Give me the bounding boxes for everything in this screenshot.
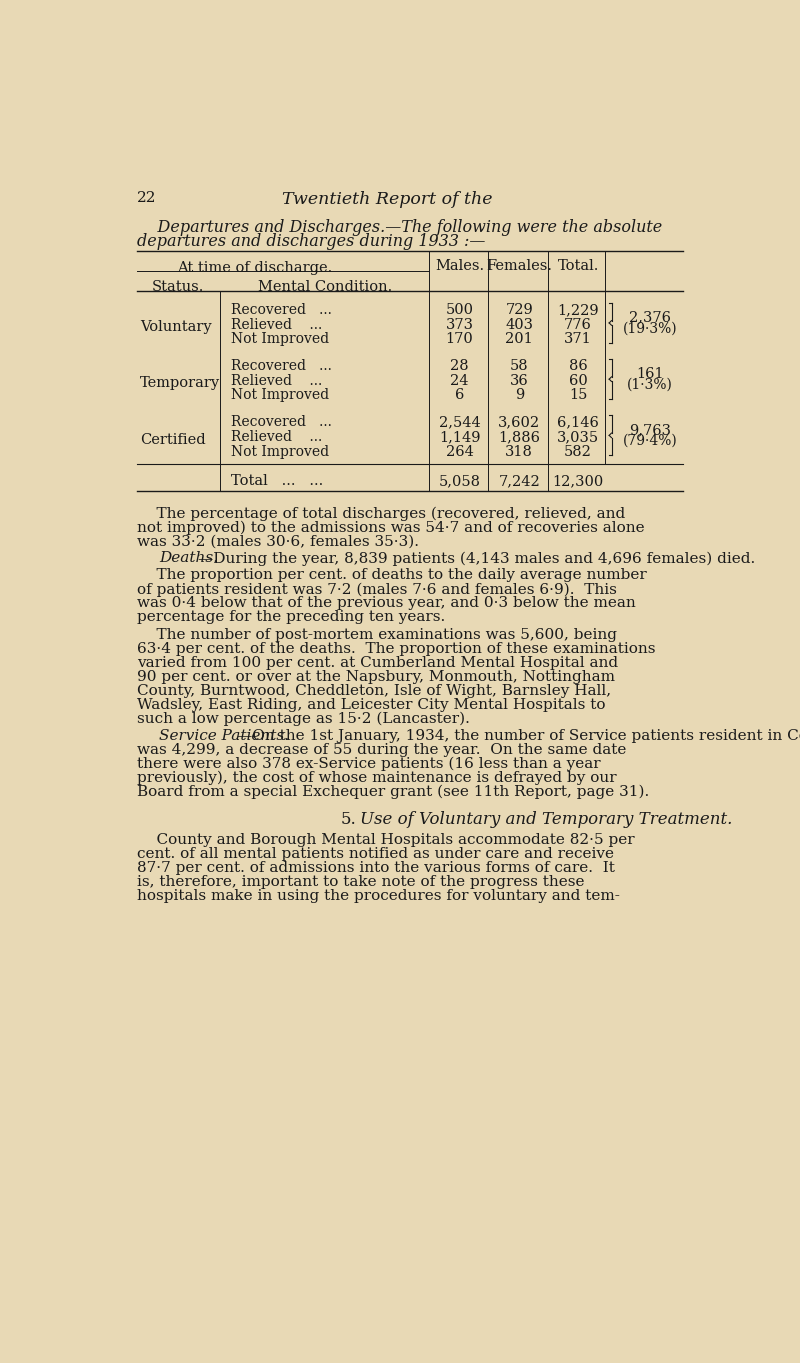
Text: 371: 371 [564,333,592,346]
Text: —During the year, 8,839 patients (4,143 males and 4,696 females) died.: —During the year, 8,839 patients (4,143 … [198,551,756,566]
Text: Not Improved: Not Improved [231,388,329,402]
Text: 264: 264 [446,444,474,458]
Text: Not Improved: Not Improved [231,444,329,458]
Text: (1·3%): (1·3%) [627,378,673,391]
Text: 63·4 per cent. of the deaths.  The proportion of these examinations: 63·4 per cent. of the deaths. The propor… [138,642,656,656]
Text: 170: 170 [446,333,474,346]
Text: Voluntary: Voluntary [140,320,212,334]
Text: At time of discharge.: At time of discharge. [178,260,333,274]
Text: 1,886: 1,886 [498,429,540,444]
Text: 6: 6 [455,388,464,402]
Text: 1,229: 1,229 [558,303,599,318]
Text: Mental Condition.: Mental Condition. [258,279,392,294]
Text: Recovered   ...: Recovered ... [231,303,332,318]
Text: 22: 22 [138,191,157,206]
Text: such a low percentage as 15·2 (Lancaster).: such a low percentage as 15·2 (Lancaster… [138,711,470,726]
Text: Departures and Discharges.—The following were the absolute: Departures and Discharges.—The following… [138,219,662,236]
Text: 318: 318 [506,444,534,458]
Text: 2,376: 2,376 [630,311,671,324]
Text: Status.: Status. [152,279,205,294]
Text: (79·4%): (79·4%) [623,433,678,448]
Text: Service Patients.: Service Patients. [159,729,289,743]
Text: 9: 9 [514,388,524,402]
Text: 5,058: 5,058 [438,474,481,488]
Text: Deaths.: Deaths. [159,551,218,566]
Text: 58: 58 [510,358,529,373]
Text: 161: 161 [637,367,664,380]
Text: County and Borough Mental Hospitals accommodate 82·5 per: County and Borough Mental Hospitals acco… [138,833,635,846]
Text: The percentage of total discharges (recovered, relieved, and: The percentage of total discharges (reco… [138,506,626,521]
Text: Relieved    ...: Relieved ... [231,373,322,387]
Text: was 0·4 below that of the previous year, and 0·3 below the mean: was 0·4 below that of the previous year,… [138,597,636,611]
Text: 86: 86 [569,358,587,373]
Text: 60: 60 [569,373,587,387]
Text: 3,602: 3,602 [498,416,540,429]
Text: Not Improved: Not Improved [231,333,329,346]
Text: 36: 36 [510,373,529,387]
Text: Recovered   ...: Recovered ... [231,358,332,373]
Text: 5.: 5. [340,811,356,829]
Text: The proportion per cent. of deaths to the daily average number: The proportion per cent. of deaths to th… [138,568,647,582]
Text: Board from a special Exchequer grant (see 11th Report, page 31).: Board from a special Exchequer grant (se… [138,785,650,799]
Text: there were also 378 ex-Service patients (16 less than a year: there were also 378 ex-Service patients … [138,756,601,771]
Text: Males.: Males. [435,259,484,273]
Text: Temporary: Temporary [140,376,221,390]
Text: 7,242: 7,242 [498,474,540,488]
Text: 373: 373 [446,318,474,331]
Text: 776: 776 [564,318,592,331]
Text: (19·3%): (19·3%) [623,322,678,335]
Text: Total.: Total. [558,259,599,273]
Text: percentage for the preceding ten years.: percentage for the preceding ten years. [138,611,446,624]
Text: County, Burntwood, Cheddleton, Isle of Wight, Barnsley Hall,: County, Burntwood, Cheddleton, Isle of W… [138,684,611,698]
Text: 24: 24 [450,373,469,387]
Text: 9,763: 9,763 [630,423,671,438]
Text: varied from 100 per cent. at Cumberland Mental Hospital and: varied from 100 per cent. at Cumberland … [138,656,618,669]
Text: of patients resident was 7·2 (males 7·6 and females 6·9).  This: of patients resident was 7·2 (males 7·6 … [138,582,617,597]
Text: not improved) to the admissions was 54·7 and of recoveries alone: not improved) to the admissions was 54·7… [138,521,645,534]
Text: 12,300: 12,300 [553,474,604,488]
Text: 403: 403 [506,318,534,331]
Text: Wadsley, East Riding, and Leicester City Mental Hospitals to: Wadsley, East Riding, and Leicester City… [138,698,606,711]
Text: was 4,299, a decrease of 55 during the year.  On the same date: was 4,299, a decrease of 55 during the y… [138,743,626,756]
Text: Certified: Certified [140,432,206,447]
Text: departures and discharges during 1933 :—: departures and discharges during 1933 :— [138,233,486,249]
Text: 28: 28 [450,358,469,373]
Text: 87·7 per cent. of admissions into the various forms of care.  It: 87·7 per cent. of admissions into the va… [138,861,615,875]
Text: 3,035: 3,035 [557,429,599,444]
Text: Total   ...   ...: Total ... ... [231,474,323,488]
Text: 201: 201 [506,333,533,346]
Text: hospitals make in using the procedures for voluntary and tem-: hospitals make in using the procedures f… [138,889,620,902]
Text: Females.: Females. [486,259,552,273]
Text: The number of post-mortem examinations was 5,600, being: The number of post-mortem examinations w… [138,627,618,642]
Text: 2,544: 2,544 [438,416,481,429]
Text: 6,146: 6,146 [558,416,599,429]
Text: Relieved    ...: Relieved ... [231,318,322,331]
Text: 1,149: 1,149 [439,429,480,444]
Text: Use of Voluntary and Temporary Treatment.: Use of Voluntary and Temporary Treatment… [360,811,732,829]
Text: 729: 729 [506,303,533,318]
Text: is, therefore, important to take note of the progress these: is, therefore, important to take note of… [138,875,585,889]
Text: Twentieth Report of the: Twentieth Report of the [282,191,493,209]
Text: 500: 500 [446,303,474,318]
Text: —On the 1st January, 1934, the number of Service patients resident in County and: —On the 1st January, 1934, the number of… [237,729,800,743]
Text: 15: 15 [569,388,587,402]
Text: cent. of all mental patients notified as under care and receive: cent. of all mental patients notified as… [138,846,614,861]
Text: Recovered   ...: Recovered ... [231,416,332,429]
Text: 582: 582 [564,444,592,458]
Text: was 33·2 (males 30·6, females 35·3).: was 33·2 (males 30·6, females 35·3). [138,534,419,548]
Text: 90 per cent. or over at the Napsbury, Monmouth, Nottingham: 90 per cent. or over at the Napsbury, Mo… [138,669,615,684]
Text: previously), the cost of whose maintenance is defrayed by our: previously), the cost of whose maintenan… [138,771,617,785]
Text: Relieved    ...: Relieved ... [231,429,322,444]
